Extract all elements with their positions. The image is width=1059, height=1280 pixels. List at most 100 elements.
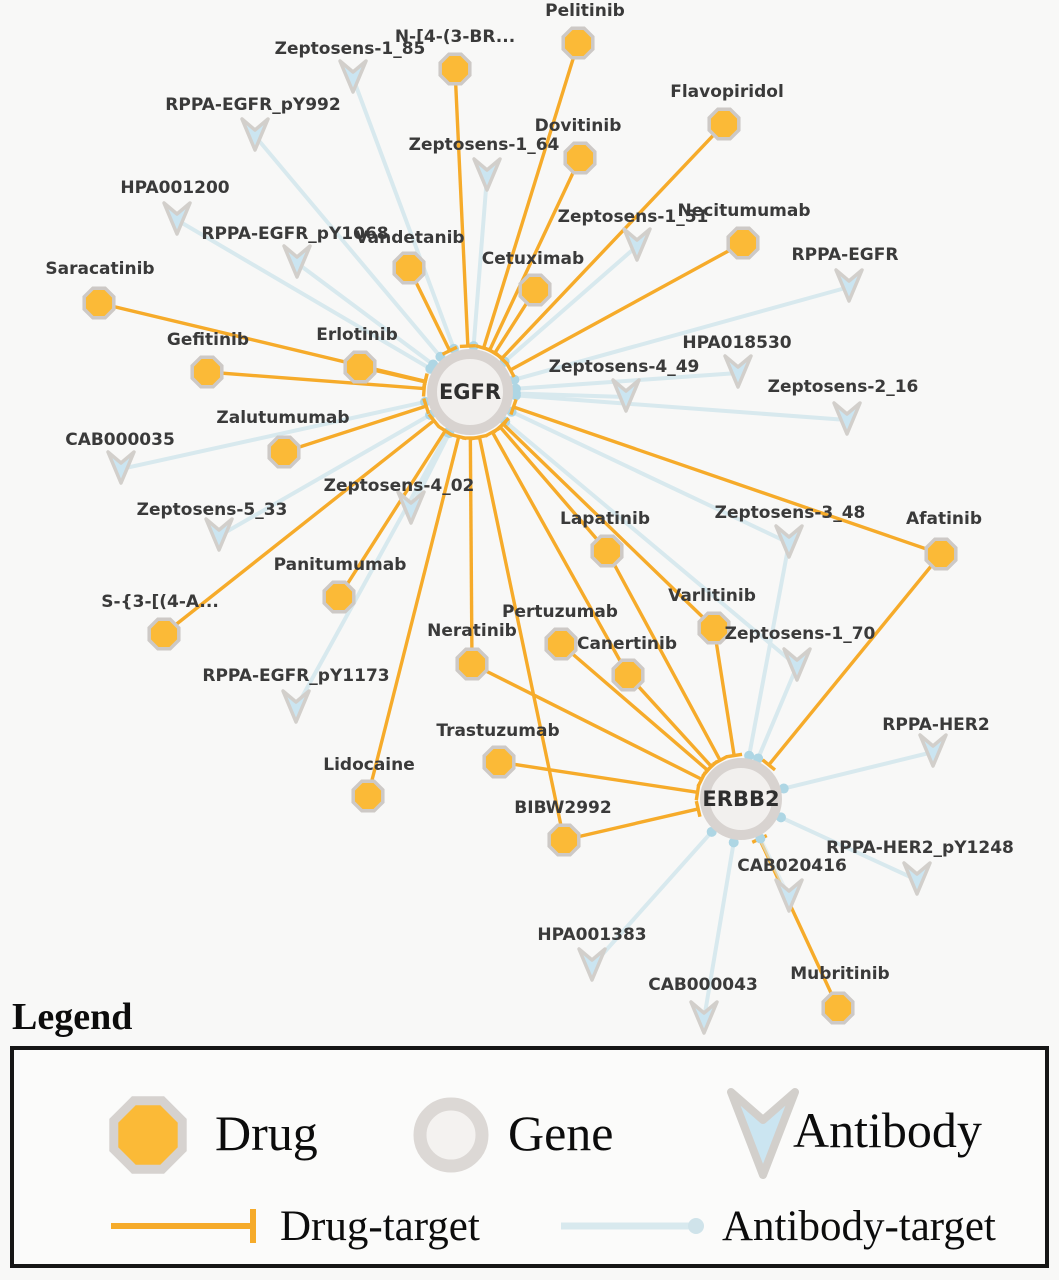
drug-node[interactable] — [544, 627, 578, 661]
antibody-node[interactable] — [689, 1000, 719, 1035]
antibody-node[interactable] — [774, 878, 804, 913]
drug-label: Saracatinib — [45, 259, 154, 279]
antibody-target-edge — [471, 175, 489, 347]
antibody-target-legend-line — [561, 1218, 704, 1234]
drug-node[interactable] — [267, 435, 301, 469]
nodes-layer — [82, 26, 958, 1035]
legend-label-gene: Gene — [508, 1105, 614, 1161]
drug-node[interactable] — [190, 355, 224, 389]
tee-arrowhead — [496, 417, 510, 431]
drug-node[interactable] — [455, 647, 489, 681]
tee-arrowhead — [701, 763, 715, 778]
antibody-node[interactable] — [281, 689, 311, 724]
drug-label: N-[4-(3-BR... — [395, 27, 515, 47]
antibody-target-edge — [515, 371, 739, 391]
dot-arrowhead — [510, 390, 521, 401]
antibody-label: Zeptosens-2_16 — [768, 377, 919, 397]
antibody-node[interactable] — [240, 117, 270, 152]
antibody-node[interactable] — [918, 733, 948, 768]
antibody-label: RPPA-HER2 — [882, 715, 989, 735]
drug-node[interactable] — [563, 141, 597, 175]
drug-node[interactable] — [351, 779, 385, 813]
drug-target-edge — [559, 642, 709, 772]
antibody-label: CAB000035 — [65, 430, 175, 450]
drug-node[interactable] — [726, 226, 760, 260]
antibody-node[interactable] — [782, 647, 812, 682]
antibody-node[interactable] — [774, 524, 804, 559]
drug-label: Mubritinib — [790, 964, 889, 984]
drug-node[interactable] — [392, 251, 426, 285]
drug-node[interactable] — [482, 745, 516, 779]
drug-node[interactable] — [707, 107, 741, 141]
drug-target-edge — [453, 68, 470, 347]
drug-label: Pertuzumab — [502, 602, 618, 622]
antibody-label: Zeptosens-3_48 — [715, 503, 866, 523]
drug-node[interactable] — [343, 350, 377, 384]
antibody-node[interactable] — [204, 517, 234, 552]
antibody-node[interactable] — [834, 268, 864, 303]
antibody-target-edge — [503, 244, 639, 364]
antibody-node[interactable] — [282, 244, 312, 279]
dot-arrowhead — [744, 750, 755, 761]
drug-target-edge — [501, 422, 716, 630]
antibody-node[interactable] — [622, 227, 652, 262]
antibody-node[interactable] — [338, 59, 368, 94]
drug-node[interactable] — [438, 52, 472, 86]
antibody-node[interactable] — [832, 401, 862, 436]
drug-node[interactable] — [518, 273, 552, 307]
drug-label: Flavopiridol — [670, 82, 784, 102]
drug-target-edge — [767, 552, 943, 766]
drug-target-edge — [712, 627, 736, 756]
drug-label: Zalutumumab — [216, 408, 349, 428]
drug-label: Necitumumab — [677, 201, 810, 221]
gene-node-EGFR[interactable] — [427, 349, 513, 435]
labels-layer: EGFR ERBB2 Zeptosens-1_85 RPPA-EGFR_pY992 Ze… — [45, 1, 1013, 995]
drug-node[interactable] — [82, 286, 116, 320]
tee-arrowhead — [725, 752, 743, 759]
drug-node[interactable] — [611, 658, 645, 692]
drug-node[interactable] — [547, 823, 581, 857]
gene-legend-icon — [413, 1097, 489, 1173]
drug-node[interactable] — [821, 991, 855, 1025]
drug-label: S-{3-[(4-A... — [101, 592, 219, 612]
antibody-node[interactable] — [723, 354, 753, 389]
antibody-node[interactable] — [162, 201, 192, 236]
drug-label: Canertinib — [577, 634, 677, 654]
drug-target-edge — [481, 42, 580, 349]
drug-node[interactable] — [147, 617, 181, 651]
antibody-node[interactable] — [577, 947, 607, 982]
drug-node[interactable] — [322, 580, 356, 614]
antibody-target-edge — [295, 261, 435, 367]
antibody-target-edge — [756, 665, 799, 760]
antibody-node[interactable] — [902, 861, 932, 896]
edges-layer — [98, 42, 943, 1020]
drug-target-edge — [626, 673, 713, 768]
tee-arrowhead — [694, 784, 701, 801]
antibody-node[interactable] — [611, 378, 641, 413]
drug-node[interactable] — [697, 611, 731, 645]
drug-node[interactable] — [924, 537, 958, 571]
antibody-label: Zeptosens-4_49 — [549, 357, 700, 377]
antibody-target-edge — [702, 842, 736, 1020]
drug-target-edge — [509, 241, 744, 372]
drug-target-edge — [468, 437, 474, 665]
drug-node[interactable] — [561, 26, 595, 60]
antibody-node[interactable] — [472, 157, 502, 192]
legend-label-drug: Drug — [215, 1105, 318, 1161]
drug-target-legend-line — [111, 1209, 256, 1243]
legend-label-antibody-target: Antibody-target — [722, 1203, 996, 1250]
antibody-node[interactable] — [396, 490, 426, 525]
antibody-label: HPA018530 — [682, 333, 791, 353]
antibody-node[interactable] — [106, 450, 136, 485]
drug-label: Trastuzumab — [436, 721, 559, 741]
gene-label-ERBB2: ERBB2 — [702, 787, 779, 811]
gene-node-ERBB2[interactable] — [700, 758, 782, 840]
antibody-label: HPA001200 — [120, 178, 229, 198]
drug-node[interactable] — [590, 534, 624, 568]
drug-target-edge — [162, 419, 435, 636]
antibody-target-edge — [351, 77, 456, 350]
antibody-label: Zeptosens-5_33 — [137, 500, 288, 520]
tee-arrowhead — [509, 398, 518, 416]
drug-label: Varlitinib — [668, 586, 756, 606]
